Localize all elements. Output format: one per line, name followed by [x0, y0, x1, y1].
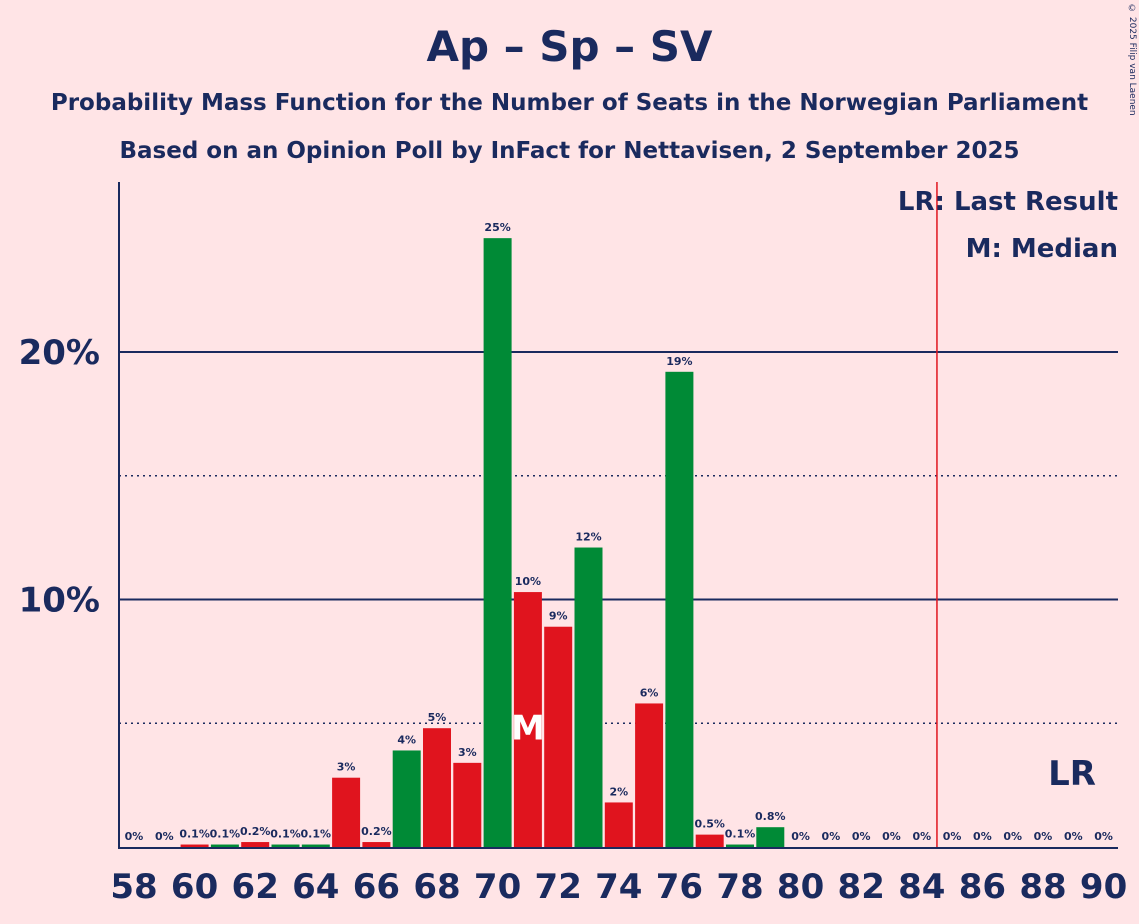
bar — [392, 750, 421, 847]
x-tick-label: 80 — [777, 867, 824, 907]
legend-last-result: LR: Last Result — [898, 187, 1118, 217]
bar-value-label: 0.5% — [694, 818, 725, 831]
bar-value-label: 0% — [852, 830, 871, 843]
x-tick-label: 60 — [171, 867, 218, 907]
bar-value-label: 0.1% — [725, 828, 756, 841]
bar-value-label: 0% — [155, 830, 174, 843]
bar-value-label: 25% — [484, 221, 510, 234]
bar — [726, 844, 754, 847]
axes: 10% 20% LR 58 60 62 64 66 68 70 72 74 76 78 80 82 84 86 88… — [19, 182, 1127, 907]
bar — [574, 547, 603, 847]
bar-value-label: 4% — [397, 733, 416, 746]
chart-title: Ap – Sp – SV — [426, 22, 713, 71]
x-tick-label: 64 — [292, 867, 339, 907]
bar-value-label: 0.1% — [301, 828, 332, 841]
bar — [241, 842, 270, 847]
y-tick-label: 10% — [19, 581, 100, 621]
bar — [513, 592, 542, 847]
bar-value-label: 0.1% — [210, 828, 241, 841]
x-tick-label: 66 — [353, 867, 400, 907]
bar-value-label: 12% — [575, 531, 601, 544]
bar-value-label: 0% — [973, 830, 992, 843]
bar-value-label: 0% — [1003, 830, 1022, 843]
bar-value-label: 0% — [791, 830, 810, 843]
bar-value-label: 0.1% — [270, 828, 301, 841]
bar — [544, 626, 573, 847]
bar-value-label: 0% — [912, 830, 931, 843]
chart-subtitle: Probability Mass Function for the Number… — [50, 90, 1089, 116]
gridlines — [119, 351, 1118, 724]
bar — [210, 844, 239, 847]
x-tick-label: 76 — [656, 867, 703, 907]
bar — [271, 844, 300, 847]
x-tick-label: 58 — [110, 867, 157, 907]
x-tick-label: 78 — [716, 867, 763, 907]
x-tick-label: 82 — [838, 867, 885, 907]
bar-value-label: 19% — [666, 355, 692, 368]
bar-value-label: 6% — [640, 686, 659, 699]
bar-value-label: 0% — [1094, 830, 1113, 843]
legend-median: M: Median — [966, 234, 1118, 264]
bar — [180, 844, 209, 847]
chart-source-line: Based on an Opinion Poll by InFact for N… — [119, 138, 1020, 164]
bar-value-label: 0.8% — [755, 810, 786, 823]
x-tick-label: 86 — [959, 867, 1006, 907]
bar-value-label: 3% — [337, 761, 356, 774]
copyright-notice: © 2025 Filip van Laenen — [1127, 4, 1137, 116]
x-tick-label: 70 — [474, 867, 521, 907]
bar-value-label: 2% — [609, 785, 628, 798]
x-tick-label: 90 — [1080, 867, 1127, 907]
bar — [483, 238, 512, 847]
median-marker: M — [511, 709, 545, 749]
x-tick-label: 74 — [595, 867, 642, 907]
bar-value-label: 0% — [943, 830, 962, 843]
x-tick-label: 62 — [232, 867, 279, 907]
bar-value-label: 5% — [428, 711, 447, 724]
bar — [453, 762, 482, 847]
bar-value-label: 0.2% — [240, 825, 271, 838]
bar-value-label: 0% — [1064, 830, 1083, 843]
bar-value-label: 0% — [822, 830, 841, 843]
bar — [635, 703, 664, 847]
bar — [665, 371, 694, 847]
bar — [423, 728, 451, 847]
bar — [604, 802, 633, 847]
x-tick-label: 72 — [535, 867, 582, 907]
bar-value-label: 3% — [458, 746, 477, 759]
bar-labels: 0% 0% 0.1% 0.1% 0.2% 0.1% 0.1%3%0.2%4%5%3%25%1… — [125, 221, 1113, 843]
bar — [756, 827, 785, 847]
bar-value-label: 0% — [882, 830, 901, 843]
bar-value-label: 0% — [125, 830, 144, 843]
bar — [301, 844, 330, 847]
bar — [362, 842, 391, 847]
bars — [180, 238, 785, 847]
bar — [332, 777, 361, 847]
bar — [695, 834, 724, 847]
bar-value-label: 0.2% — [361, 825, 392, 838]
last-result-marker: LR — [1048, 754, 1096, 794]
bar-value-label: 0.1% — [179, 828, 210, 841]
bar-value-label: 10% — [515, 575, 541, 588]
x-tick-label: 68 — [413, 867, 460, 907]
bar-value-label: 0% — [1034, 830, 1053, 843]
x-tick-label: 84 — [898, 867, 945, 907]
y-tick-label: 20% — [19, 333, 100, 373]
bar-value-label: 9% — [549, 610, 568, 623]
x-tick-label: 88 — [1019, 867, 1066, 907]
